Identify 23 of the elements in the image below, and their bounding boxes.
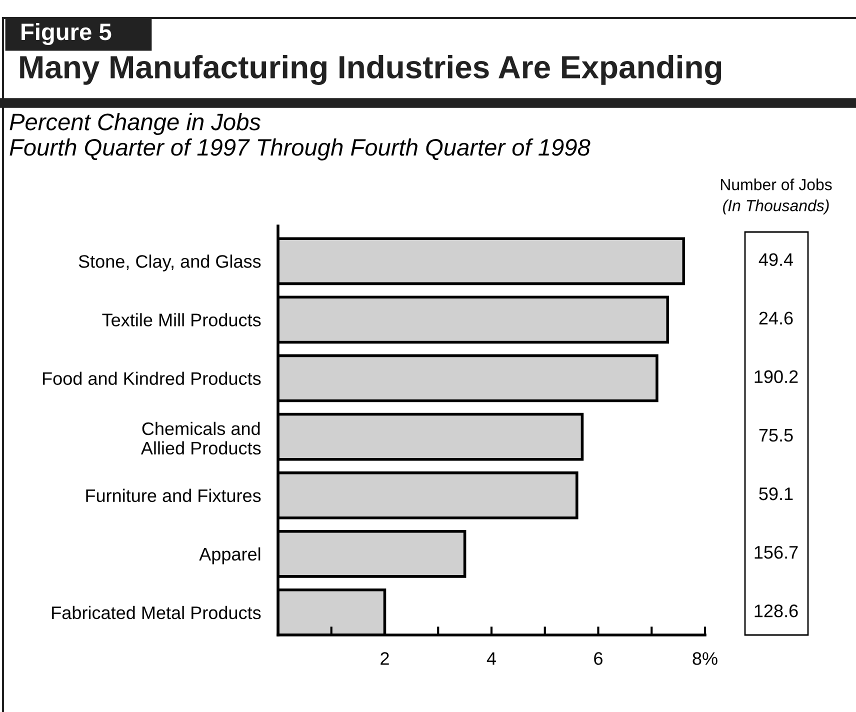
caption: Figure 5 (22, 22, 112, 46)
text: 24.6 (759, 312, 793, 325)
y-tick-label: Fabricated Metal Products (52, 606, 261, 620)
chart-subtitle: Percent Change in Jobs Fourth Quarter of 1997 Through Fourth Quarter of 1998 (10, 113, 590, 160)
text: 59.1 (759, 487, 793, 500)
x-tick-label: 4 (486, 652, 496, 665)
y-tick-label: Food and Kindred Products (43, 372, 261, 385)
text: (In Thousands) (723, 200, 829, 214)
text: 75.5 (759, 429, 793, 442)
x-tick-label: 6 (594, 652, 602, 665)
y-tick-label: Apparel (199, 547, 260, 564)
x-tick-label: 2 (380, 652, 389, 665)
text: 156.7 (754, 546, 798, 559)
y-tick-label: Stone, Clay, and Glass (78, 254, 261, 272)
text: 49.4 (758, 253, 794, 266)
x-tick-label: 8% (692, 652, 718, 665)
chart-title: Many Manufacturing Industries Are Expanding (20, 55, 722, 85)
text: 190.2 (754, 370, 798, 384)
y-tick-label: Textile Mill Products (102, 313, 261, 326)
y-tick-label: Furniture and Fixtures (86, 488, 261, 502)
text: 128.6 (754, 604, 798, 618)
text: Number of Jobs (720, 178, 832, 190)
y-tick-label: Chemicals and Allied Products (140, 422, 261, 455)
